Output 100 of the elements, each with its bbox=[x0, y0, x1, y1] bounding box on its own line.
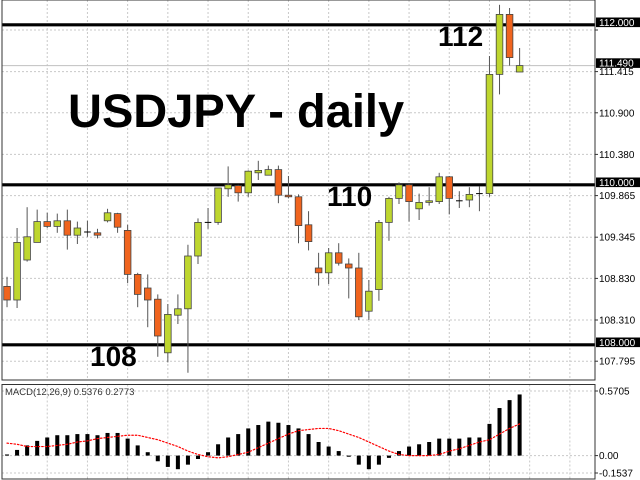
text: 108.000 bbox=[599, 338, 636, 349]
y-tick-label: 0.00 bbox=[599, 451, 619, 462]
candlestick bbox=[144, 274, 152, 328]
candlestick bbox=[224, 166, 232, 198]
bar bbox=[487, 424, 492, 456]
y-tick-label: 108.830 bbox=[599, 274, 636, 285]
bar bbox=[276, 422, 280, 456]
bar bbox=[216, 444, 220, 456]
bar bbox=[306, 434, 311, 456]
bar bbox=[166, 456, 170, 467]
candlestick bbox=[456, 190, 463, 208]
candlestick bbox=[446, 176, 453, 215]
candlestick bbox=[415, 193, 423, 220]
candlestick bbox=[264, 165, 272, 176]
bar bbox=[246, 428, 250, 456]
candlestick bbox=[365, 280, 373, 320]
bar bbox=[296, 428, 301, 456]
y-tick-label: 108.310 bbox=[599, 316, 636, 326]
candlestick bbox=[395, 182, 403, 204]
bar bbox=[35, 440, 40, 456]
candlestick bbox=[516, 48, 524, 72]
y-tick-label: 109.865 bbox=[599, 191, 636, 202]
bar bbox=[286, 425, 290, 456]
bar bbox=[15, 450, 20, 456]
candlestick bbox=[314, 252, 322, 286]
candlestick bbox=[204, 208, 212, 230]
y-tick-label: 110.900 bbox=[599, 108, 635, 120]
y-tick-label: 0.5705 bbox=[599, 386, 630, 398]
bar bbox=[356, 456, 361, 465]
ref-line-label: 108 bbox=[90, 340, 137, 372]
candlestick bbox=[104, 208, 112, 223]
bar bbox=[336, 451, 341, 456]
candlestick bbox=[425, 186, 433, 206]
bar bbox=[447, 438, 452, 456]
bar bbox=[156, 456, 160, 462]
bar bbox=[457, 438, 462, 456]
bar bbox=[417, 444, 422, 456]
candlestick bbox=[324, 248, 332, 284]
candlestick bbox=[54, 213, 61, 234]
chart-title: MACD(12,26,9) 0.5376 0.2773 bbox=[5, 387, 134, 398]
ref-line-label: 110 bbox=[327, 180, 372, 212]
bar bbox=[136, 445, 140, 456]
bar bbox=[106, 432, 110, 456]
y-tick-label: -0.1537 bbox=[599, 468, 634, 480]
bar bbox=[196, 456, 200, 459]
bar bbox=[146, 452, 150, 456]
bar bbox=[376, 456, 381, 465]
candlestick bbox=[23, 206, 31, 262]
candlestick bbox=[64, 209, 72, 250]
line-series bbox=[6, 423, 520, 458]
y-tick-label: 109.345 bbox=[599, 232, 636, 244]
candlestick bbox=[44, 212, 51, 228]
bar bbox=[477, 437, 482, 456]
y-tick-label: 110.380 bbox=[599, 150, 635, 161]
candlestick bbox=[134, 272, 142, 308]
bar bbox=[467, 437, 472, 456]
candlestick bbox=[466, 186, 474, 208]
bar bbox=[116, 432, 120, 456]
bar bbox=[176, 456, 180, 470]
bar bbox=[65, 435, 70, 456]
bar bbox=[508, 400, 512, 456]
candlestick bbox=[234, 184, 242, 202]
bar bbox=[186, 456, 190, 465]
bar bbox=[437, 438, 442, 456]
candlestick bbox=[254, 160, 262, 180]
bar bbox=[95, 435, 100, 456]
y-tick-label: 107.795 bbox=[599, 356, 636, 368]
bar bbox=[518, 394, 522, 456]
bar bbox=[226, 437, 230, 456]
bar bbox=[407, 446, 412, 456]
candlestick bbox=[84, 220, 91, 238]
bar bbox=[256, 425, 260, 456]
candlestick bbox=[174, 294, 182, 324]
bar bbox=[236, 434, 240, 456]
y-tick-label: 111.415 bbox=[599, 67, 634, 78]
candlestick bbox=[3, 276, 11, 308]
candlestick bbox=[244, 170, 252, 198]
candlestick bbox=[33, 209, 41, 243]
candlestick bbox=[114, 212, 122, 234]
ref-line-label: 112 bbox=[438, 20, 484, 52]
bar bbox=[126, 438, 130, 456]
candlestick bbox=[304, 210, 312, 251]
bar bbox=[427, 442, 432, 456]
bar bbox=[326, 446, 331, 456]
bar bbox=[45, 437, 50, 456]
bar bbox=[55, 435, 60, 456]
candlestick bbox=[334, 242, 342, 266]
text: 112.000 bbox=[599, 18, 635, 29]
candlestick bbox=[405, 184, 413, 222]
bar bbox=[366, 456, 371, 470]
bar bbox=[206, 452, 210, 456]
bar bbox=[498, 408, 502, 456]
candlestick bbox=[385, 196, 393, 242]
bar bbox=[85, 434, 90, 456]
candlestick bbox=[345, 258, 352, 299]
text: USDJPY - daily bbox=[68, 84, 404, 137]
candlestick bbox=[94, 228, 102, 239]
candlestick bbox=[74, 221, 82, 244]
text: 110.000 bbox=[599, 178, 635, 189]
bar bbox=[75, 434, 80, 456]
